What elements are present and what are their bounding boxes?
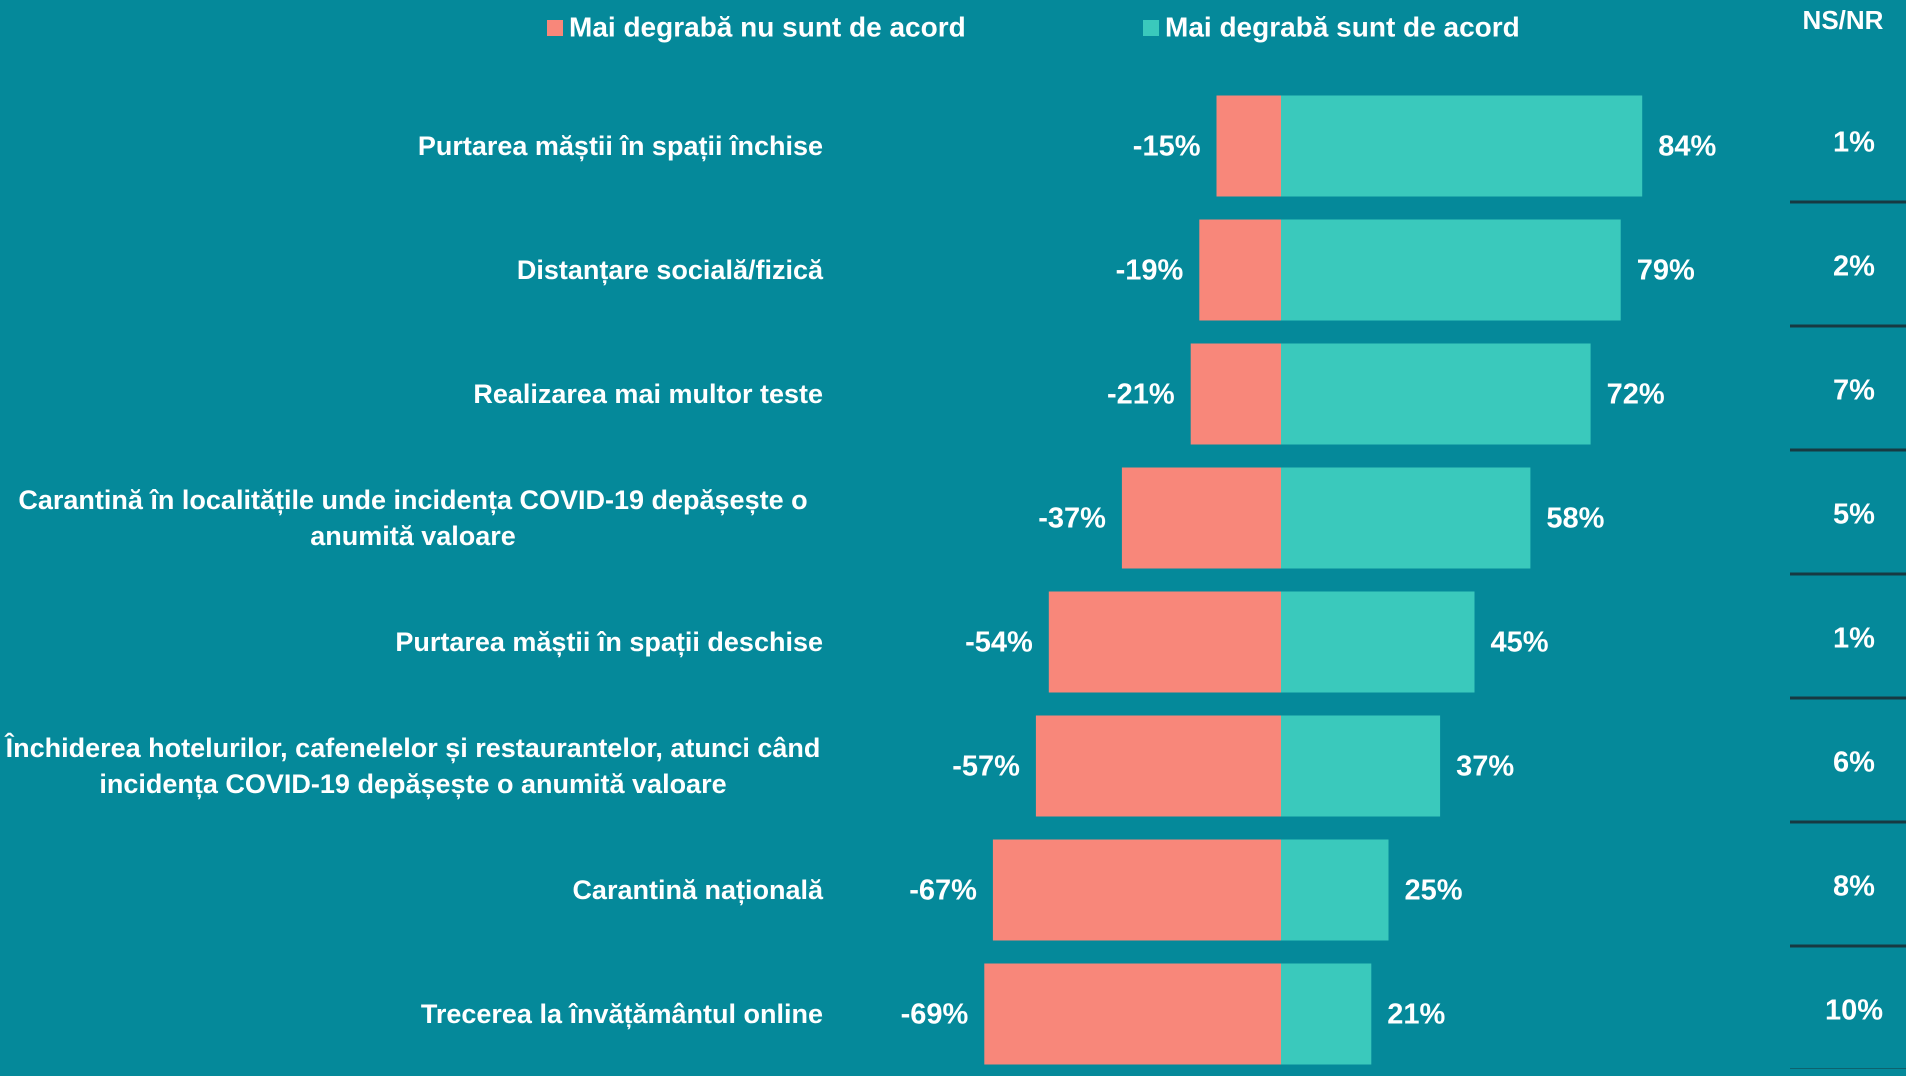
data-label: 84% <box>1658 131 1716 163</box>
category-row: Purtarea măștii în spații deschise <box>0 580 823 704</box>
data-label: 58% <box>1546 503 1604 535</box>
ns-nr-header: NS/NR <box>1803 5 1884 35</box>
ns-nr-value: 1% <box>1833 127 1875 159</box>
data-label: 79% <box>1637 255 1695 287</box>
legend-label: Mai degrabă sunt de acord <box>1165 11 1520 42</box>
data-label: -69% <box>901 999 969 1031</box>
category-row: Închiderea hotelurilor, cafenelelor și r… <box>0 704 823 828</box>
bar <box>1190 343 1281 445</box>
category-row: Carantină în localitățile unde incidența… <box>0 456 823 580</box>
bar <box>1281 343 1591 445</box>
bar <box>992 839 1281 941</box>
data-label: -67% <box>909 875 977 907</box>
bar <box>1281 963 1372 1065</box>
bar <box>1048 591 1281 693</box>
bar <box>1281 219 1621 321</box>
data-label: -15% <box>1133 131 1201 163</box>
data-label: 37% <box>1456 751 1514 783</box>
legend-label: Mai degrabă nu sunt de acord <box>569 11 966 42</box>
ns-nr-value: 5% <box>1833 499 1875 531</box>
data-label: -19% <box>1116 255 1184 287</box>
ns-nr-value: 1% <box>1833 623 1875 655</box>
category-label: Carantină în localitățile unde incidența… <box>18 485 808 551</box>
category-row: Distanțare socială/fizică <box>0 208 823 332</box>
bar <box>1216 95 1281 197</box>
category-row: Realizarea mai multor teste <box>0 332 823 456</box>
bar <box>1035 715 1281 817</box>
category-row: Purtarea măștii în spații închise <box>0 84 823 208</box>
category-label: Distanțare socială/fizică <box>516 255 823 285</box>
category-label: Închiderea hotelurilor, cafenelelor și r… <box>5 733 821 799</box>
category-label: Purtarea măștii în spații deschise <box>395 627 823 657</box>
data-label: 21% <box>1387 999 1445 1031</box>
category-label: Trecerea la învățământul online <box>420 999 823 1029</box>
category-label: Carantină națională <box>572 875 823 905</box>
data-label: 45% <box>1491 627 1549 659</box>
bar <box>1281 591 1475 693</box>
legend-swatch <box>1143 20 1159 36</box>
data-label: -57% <box>952 751 1020 783</box>
ns-nr-value: 7% <box>1833 375 1875 407</box>
data-label: -54% <box>965 627 1033 659</box>
data-label: -21% <box>1107 379 1175 411</box>
ns-nr-value: 2% <box>1833 251 1875 283</box>
bar <box>1199 219 1281 321</box>
category-label: Purtarea măștii în spații închise <box>417 131 823 161</box>
data-label: -37% <box>1038 503 1106 535</box>
category-label: Realizarea mai multor teste <box>473 379 823 409</box>
ns-nr-value: 8% <box>1833 871 1875 903</box>
data-label: 25% <box>1405 875 1463 907</box>
category-row: Trecerea la învățământul online <box>0 952 823 1076</box>
ns-nr-value: 10% <box>1825 995 1883 1027</box>
ns-nr-value: 6% <box>1833 747 1875 779</box>
bar <box>1281 839 1389 941</box>
bar <box>1121 467 1281 569</box>
bar <box>984 963 1281 1065</box>
legend-swatch <box>547 20 563 36</box>
bar <box>1281 467 1531 569</box>
data-label: 72% <box>1607 379 1665 411</box>
bar <box>1281 95 1643 197</box>
bar <box>1281 715 1441 817</box>
category-row: Carantină națională <box>0 828 823 952</box>
